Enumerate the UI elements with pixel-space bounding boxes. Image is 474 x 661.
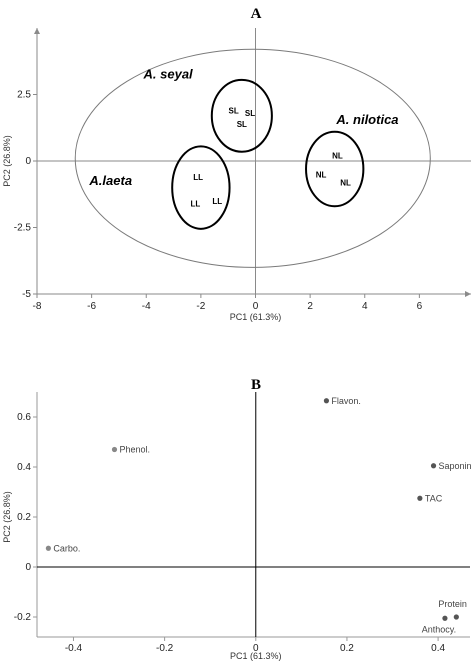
data-point-label: LL [212,197,222,206]
y-tick-label: -5 [22,289,31,300]
x-tick-label: 0 [253,643,259,654]
loading-point [453,614,459,620]
x-axis-label: PC1 (61.3%) [230,651,282,661]
y-tick-label: 0.6 [17,412,31,423]
loading-label: Phenol. [119,445,150,455]
y-tick-label: -0.2 [14,612,32,623]
data-point-label: NL [340,178,351,187]
panel-a-title: A [251,6,262,22]
x-tick-label: -8 [33,301,42,312]
panel-b-title: B [251,377,261,393]
loading-label: Protein [438,599,467,609]
y-tick-label: -2.5 [14,223,32,234]
loading-point [111,446,118,453]
group-ellipse-laeta [171,145,231,230]
x-axis-arrow [465,291,471,297]
loading-label: TAC [425,493,443,503]
x-tick-label: -2 [196,301,205,312]
data-point-label: NL [332,152,343,161]
group-ellipse-seyal [210,78,273,153]
x-tick-label: 0.2 [340,643,354,654]
group-ellipse-nilotica [305,130,365,208]
y-tick-label: 0 [25,156,31,167]
loading-point [417,495,423,501]
x-tick-label: 6 [417,301,423,312]
loading-point [430,463,437,469]
loading-point [323,398,330,404]
x-tick-label: 2 [307,301,313,312]
loading-point [45,545,51,551]
x-tick-label: 0.4 [431,643,445,654]
group-name-label: A.laeta [88,173,132,188]
data-point-label: SL [237,120,247,129]
y-tick-label: 0 [25,562,31,573]
x-tick-label: -0.2 [156,643,174,654]
confidence-ellipse [74,48,431,268]
x-axis-label: PC1 (61.3%) [230,312,282,322]
data-point-label: LL [193,173,203,182]
data-point-label: SL [245,109,255,118]
y-axis-label: PC2 (26.8%) [2,491,12,543]
y-tick-label: 0.4 [17,462,31,473]
x-tick-label: 4 [362,301,368,312]
group-name-label: A. nilotica [335,112,398,127]
panel-b-plot: -0.4 -0.2 0 0.2 0.4 0.6 0.4 0.2 0 -0.2 PC1 (61.3%)… [2,392,472,661]
loading-label: Carbo. [53,543,80,553]
y-tick-label: 0.2 [17,512,31,523]
y-axis-arrow [34,28,40,34]
y-axis-label: PC2 (26.8%) [2,135,12,187]
data-point-label: NL [316,170,327,179]
loading-label: Anthocy. [422,624,456,634]
x-tick-label: -0.4 [65,643,83,654]
x-tick-label: -6 [87,301,96,312]
panel-a-plot: -8 -6 -4 -2 0 2 4 6 2.5 0 -2.5 -5 PC1 (61.3%) PC2 (26… [2,28,471,322]
x-tick-label: 0 [253,301,259,312]
y-tick-label: 2.5 [17,90,31,101]
x-tick-label: -4 [142,301,151,312]
group-name-label: A. seyal [143,67,194,82]
loading-label: Flavon. [331,396,361,406]
loading-label: Saponin [439,461,472,471]
loading-point [442,615,448,621]
data-point-label: SL [229,106,239,115]
data-point-label: LL [191,200,201,209]
